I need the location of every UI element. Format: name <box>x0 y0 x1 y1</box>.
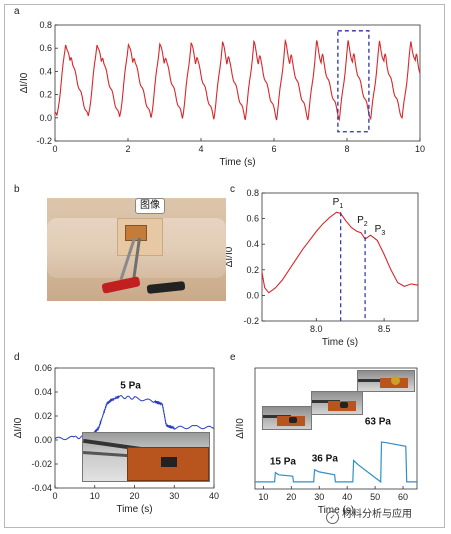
weight <box>289 417 297 423</box>
inset-photo-e2 <box>311 391 363 415</box>
x-tick-label: 8 <box>344 144 349 154</box>
x-tick-label: 30 <box>169 491 179 501</box>
y-tick-label: 0.6 <box>246 214 259 224</box>
load-annotation: 5 Pa <box>120 380 141 391</box>
x-tick-label: 0 <box>52 491 57 501</box>
x-axis-label: Time (s) <box>219 157 255 168</box>
x-tick-label: 4 <box>198 144 203 154</box>
x-tick-label: 10 <box>90 491 100 501</box>
photo-tag: 图像 <box>135 198 165 214</box>
y-tick-label: 0.02 <box>34 411 52 421</box>
y-tick-label: 0.6 <box>39 43 52 53</box>
inset-photo-e1 <box>262 406 312 430</box>
inset-photo-d <box>82 432 210 482</box>
chart-c: 8.0 8.5 -0.2 0.0 0.2 0.4 0.6 0.8 Time (s) ΔI/I0 P1… <box>224 188 419 348</box>
y-tick-label: -0.2 <box>36 136 52 146</box>
x-tick-label: 40 <box>209 491 219 501</box>
y-tick-label: 0.2 <box>246 265 259 275</box>
y-tick-label: 0.00 <box>34 435 52 445</box>
x-tick-label: 10 <box>258 492 268 502</box>
x-axis-label: Time (s) <box>116 504 152 515</box>
panel-label-c: c <box>230 184 235 195</box>
x-tick-label: 30 <box>314 492 324 502</box>
x-tick-label: 8.5 <box>378 324 391 334</box>
x-tick-label: 10 <box>415 144 425 154</box>
panel-label-b: b <box>14 184 20 195</box>
weight <box>340 402 348 408</box>
x-axis-label: Time (s) <box>322 337 358 348</box>
y-tick-label: -0.02 <box>31 459 52 469</box>
x-tick-label: 50 <box>370 492 380 502</box>
sensor-electrode <box>125 225 147 241</box>
y-tick-label: -0.04 <box>31 483 52 493</box>
chart-d: 0 10 20 30 40 -0.04 -0.02 0.00 0.02 0.04 0.06 Time … <box>13 363 219 515</box>
series-line <box>255 441 417 484</box>
y-tick-label: 0.0 <box>39 113 52 123</box>
x-tick-label: 20 <box>286 492 296 502</box>
panel-label-d: d <box>14 352 20 363</box>
plot-frame <box>254 367 418 490</box>
x-tick-label: 0 <box>52 144 57 154</box>
panel-label-e: e <box>230 352 236 363</box>
x-tick-label: 20 <box>129 491 139 501</box>
peak-label: P3 <box>375 224 386 237</box>
y-axis-label: ΔI/I0 <box>19 72 30 93</box>
weight <box>161 457 177 467</box>
y-tick-label: 0.8 <box>39 20 52 30</box>
y-axis-label: ΔI/I0 <box>235 418 246 439</box>
probe <box>312 400 340 403</box>
peak-label: P1 <box>333 197 344 210</box>
wrist-photo: 图像 <box>47 198 226 301</box>
x-tick-label: 6 <box>271 144 276 154</box>
x-tick-label: 8.0 <box>310 324 323 334</box>
y-tick-label: -0.2 <box>243 316 259 326</box>
chart-e: 10 20 30 40 50 60 Time (s) ΔI/I0 15 Pa 36 Pa 63 Pa <box>235 367 418 516</box>
y-tick-label: 0.8 <box>246 188 259 198</box>
plot-frame <box>54 24 421 142</box>
inset-photo-e3 <box>357 370 415 392</box>
y-tick-label: 0.06 <box>34 363 52 373</box>
highlight-box <box>337 30 370 133</box>
watermark: ✓ 材料分析与应用 <box>326 505 412 524</box>
wechat-logo-icon: ✓ <box>326 511 339 524</box>
x-tick-label: 2 <box>125 144 130 154</box>
load-annotation: 63 Pa <box>365 417 392 428</box>
y-tick-label: 0.4 <box>246 239 259 249</box>
plot-frame <box>261 192 419 322</box>
watermark-text: 材料分析与应用 <box>342 509 412 520</box>
peak-label: P2 <box>357 215 368 228</box>
y-tick-label: 0.2 <box>39 90 52 100</box>
x-tick-label: 60 <box>398 492 408 502</box>
y-axis-label: ΔI/I0 <box>224 246 235 267</box>
series-line <box>54 38 421 122</box>
y-tick-label: 0.04 <box>34 387 52 397</box>
probe <box>358 379 386 382</box>
y-axis-label: ΔI/I0 <box>13 417 24 438</box>
load-annotation: 15 Pa <box>270 457 297 468</box>
load-annotation: 36 Pa <box>312 454 339 465</box>
y-tick-label: 0.4 <box>39 66 52 76</box>
chart-a: 0 2 4 6 8 10 -0.2 0.0 0.2 0.4 0.6 0.8 Time (s) ΔI/I0 <box>19 20 425 168</box>
series-line <box>261 211 419 294</box>
x-tick-label: 40 <box>342 492 352 502</box>
panel-label-a: a <box>14 6 20 17</box>
x-axis-label: Time (s) <box>318 505 354 516</box>
y-tick-label: 0.0 <box>246 290 259 300</box>
weight <box>391 376 400 385</box>
